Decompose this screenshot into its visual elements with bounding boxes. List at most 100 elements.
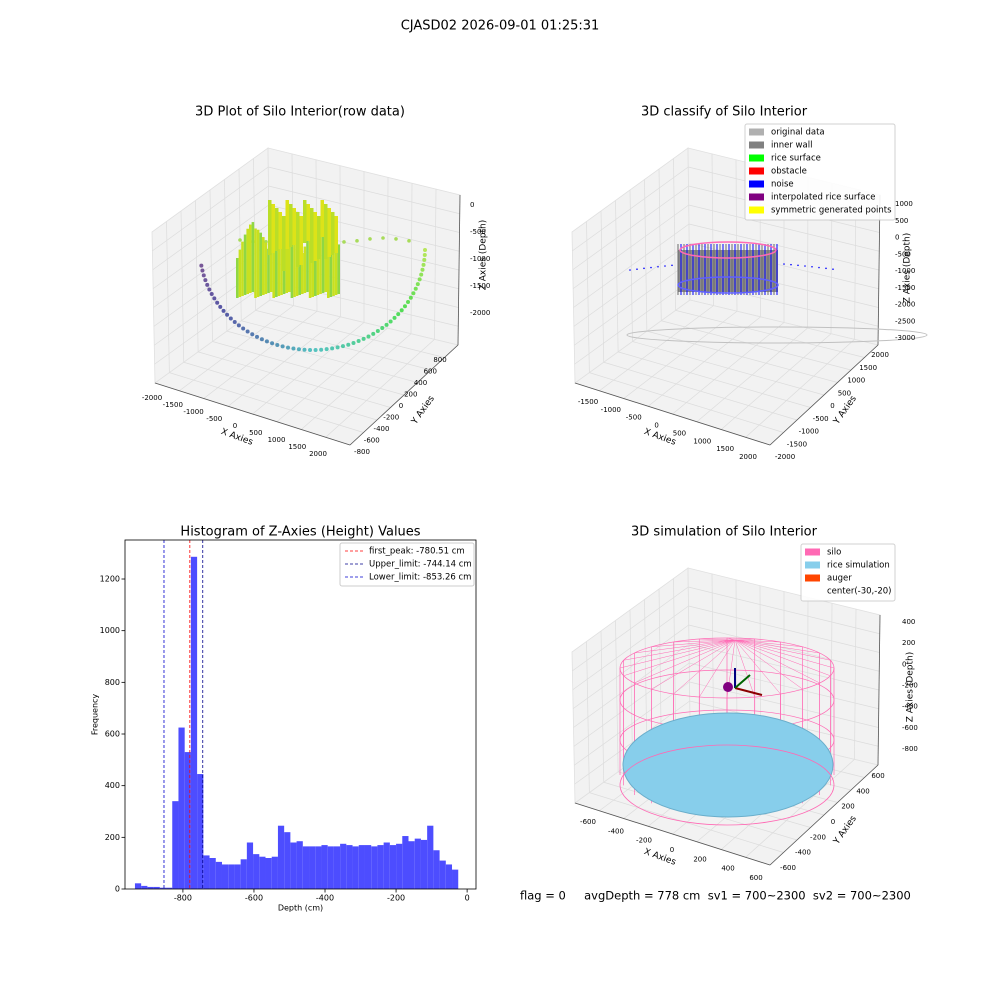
y-tick-label: 800: [105, 678, 120, 687]
bar: [427, 825, 434, 889]
axis-line: [769, 764, 879, 866]
legend-label: first_peak: -780.51 cm: [369, 547, 465, 557]
z-tick-label: -3000: [895, 334, 915, 342]
y-tick-label: -600: [780, 864, 796, 872]
point-cloud: [422, 257, 427, 262]
silo-wire: [619, 637, 835, 699]
bar: [166, 887, 173, 889]
y-tick-label: -500: [813, 415, 829, 423]
point-cloud: [286, 345, 291, 350]
surface-strip: [308, 238, 312, 298]
point-cloud: [296, 347, 301, 352]
surface-strip: [277, 233, 281, 296]
point-cloud: [366, 334, 371, 339]
z-tick-label: -500: [470, 228, 486, 236]
surface-strip: [334, 216, 338, 253]
bar: [190, 556, 198, 889]
z-tick-label: 400: [902, 618, 915, 626]
y-axis-label: Y Axies: [831, 394, 859, 427]
axis-line: [457, 194, 461, 346]
y-tick-label: 0: [831, 818, 835, 826]
noise: [636, 268, 638, 270]
y-tick-label: -800: [354, 448, 370, 456]
pane-grid: [154, 280, 270, 365]
noise: [664, 265, 666, 267]
surface-strip: [317, 216, 321, 259]
pane-grid: [573, 242, 690, 327]
x-tick-label: 0: [670, 846, 674, 854]
noise: [629, 269, 631, 271]
axis-line: [769, 344, 879, 446]
surface-strip: [324, 228, 327, 292]
y-tick-label: 200: [841, 803, 854, 811]
x-tick-label: 2000: [739, 453, 757, 461]
noise: [790, 263, 792, 266]
point-cloud: [384, 322, 389, 327]
point-cloud: [201, 273, 206, 278]
surface-strip: [327, 208, 331, 257]
legend-swatch: [749, 206, 764, 214]
x-tick-label: 500: [673, 429, 686, 437]
point-cloud: [330, 346, 335, 351]
legend-swatch: [805, 548, 820, 556]
point-cloud: [392, 315, 397, 320]
pane-grid: [573, 643, 690, 728]
point-cloud: [346, 342, 351, 347]
z-tick-label: 0: [895, 234, 899, 242]
surface-strip: [310, 208, 314, 263]
pane-grid: [644, 599, 648, 752]
silo-wire: [619, 639, 736, 669]
legend-label: center(-30,-20): [827, 587, 891, 597]
axis-line: [349, 344, 459, 446]
legend-box: [800, 543, 896, 602]
y-tick-label: 0: [830, 402, 834, 410]
legend-label: auger: [827, 574, 852, 584]
silo-wire: [619, 744, 835, 826]
point-cloud: [238, 238, 242, 242]
z-tick-label: 1000: [895, 200, 913, 208]
point-cloud: [209, 291, 214, 296]
bar: [309, 846, 316, 889]
surface-strip: [251, 222, 255, 292]
z-tick-label: -200: [902, 682, 918, 690]
chart-title: Histogram of Z-Axies (Height) Values: [180, 525, 420, 540]
y-tick-label: 400: [414, 379, 427, 387]
bar: [340, 843, 347, 889]
pane-grid: [673, 578, 676, 731]
noise: [657, 265, 659, 268]
point-cloud: [355, 239, 359, 243]
surface-strip: [280, 228, 283, 295]
x-tick-label: 0: [465, 894, 470, 903]
legend-box: [744, 123, 896, 221]
silo-wire: [734, 639, 831, 676]
z-tick-label: 200: [902, 639, 915, 647]
point-cloud: [232, 319, 237, 324]
surface-strip: [238, 249, 242, 297]
pane-grid: [301, 333, 412, 430]
silo-wire: [734, 639, 781, 695]
y-tick-label: -1000: [799, 428, 819, 436]
point-cloud: [371, 331, 376, 336]
pane-grid: [325, 339, 435, 438]
point-cloud: [225, 312, 230, 317]
legend-label: interpolated rice surface: [771, 193, 876, 203]
x-tick-label: -500: [626, 414, 642, 422]
noise: [804, 265, 806, 267]
point-cloud: [361, 336, 366, 341]
bar: [433, 850, 440, 889]
pane-grid: [807, 597, 809, 749]
pane-grid: [854, 609, 857, 760]
bar: [414, 838, 421, 889]
surface-strip: [301, 253, 304, 294]
surface-strip: [290, 232, 294, 298]
pane-grid: [224, 179, 228, 332]
surface-strip: [243, 234, 247, 295]
x-tick-label: -200: [387, 894, 405, 903]
surface-strip: [303, 200, 307, 243]
x-tick-label: 2000: [309, 450, 327, 458]
legend-swatch: [749, 141, 764, 149]
status-line: flag = 0 avgDepth = 778 cm sv1 = 700~230…: [520, 889, 911, 903]
pane-grid: [689, 681, 879, 728]
legend-label: symmetric generated points: [771, 206, 892, 216]
point-cloud: [417, 277, 422, 282]
